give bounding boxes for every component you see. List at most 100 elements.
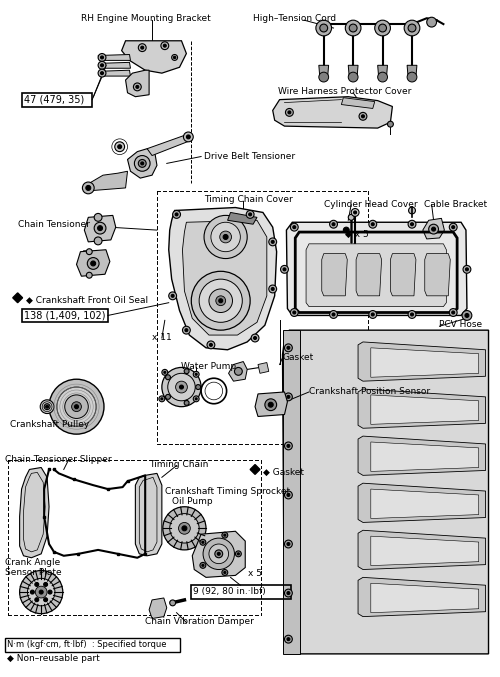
Polygon shape — [282, 330, 488, 654]
Circle shape — [100, 64, 103, 67]
Circle shape — [49, 379, 104, 434]
Circle shape — [330, 220, 338, 228]
Circle shape — [194, 396, 199, 401]
Circle shape — [372, 313, 374, 316]
Circle shape — [286, 108, 294, 116]
Circle shape — [288, 111, 291, 114]
Text: ◆ Gasket: ◆ Gasket — [263, 468, 304, 477]
Circle shape — [410, 313, 414, 316]
Polygon shape — [425, 254, 450, 296]
Circle shape — [268, 402, 273, 407]
Circle shape — [192, 271, 250, 330]
Circle shape — [452, 225, 454, 229]
Circle shape — [374, 20, 390, 36]
Text: Gasket: Gasket — [282, 353, 314, 362]
Circle shape — [171, 294, 174, 297]
Circle shape — [86, 248, 92, 255]
Circle shape — [222, 569, 228, 575]
Circle shape — [210, 343, 212, 347]
Circle shape — [20, 571, 63, 613]
Circle shape — [218, 552, 220, 555]
Circle shape — [40, 400, 54, 414]
Circle shape — [194, 372, 199, 377]
Circle shape — [28, 578, 55, 606]
Circle shape — [354, 211, 356, 214]
Polygon shape — [76, 250, 110, 276]
Polygon shape — [356, 254, 382, 296]
Circle shape — [162, 368, 201, 407]
Circle shape — [98, 53, 106, 62]
Circle shape — [100, 72, 103, 74]
Circle shape — [287, 638, 290, 640]
Circle shape — [466, 268, 468, 271]
Circle shape — [316, 20, 332, 36]
Circle shape — [39, 590, 43, 594]
Polygon shape — [255, 392, 288, 416]
Circle shape — [248, 213, 252, 216]
Text: N·m (kgf·cm, ft·lbf)  : Specified torque: N·m (kgf·cm, ft·lbf) : Specified torque — [7, 640, 166, 649]
Polygon shape — [371, 489, 478, 519]
Circle shape — [164, 44, 166, 47]
Circle shape — [271, 240, 274, 243]
Circle shape — [236, 551, 242, 556]
Circle shape — [166, 375, 170, 380]
Circle shape — [426, 17, 436, 27]
Circle shape — [94, 213, 102, 221]
Bar — [192, 585, 292, 599]
Circle shape — [388, 121, 394, 127]
Polygon shape — [258, 363, 269, 373]
Circle shape — [134, 156, 150, 171]
Circle shape — [349, 24, 357, 32]
Circle shape — [404, 20, 420, 36]
Circle shape — [408, 311, 416, 318]
Polygon shape — [358, 530, 486, 569]
Text: Crankshaft Pulley: Crankshaft Pulley — [10, 420, 89, 429]
Polygon shape — [272, 97, 392, 128]
Circle shape — [174, 56, 176, 59]
Polygon shape — [423, 218, 444, 239]
Circle shape — [369, 220, 376, 228]
Circle shape — [138, 44, 146, 51]
Circle shape — [72, 401, 82, 412]
Circle shape — [209, 544, 229, 564]
Text: x 5: x 5 — [248, 569, 262, 577]
Circle shape — [209, 289, 233, 313]
Circle shape — [269, 285, 276, 293]
Circle shape — [161, 398, 163, 400]
Circle shape — [293, 311, 296, 314]
Polygon shape — [358, 389, 486, 429]
Circle shape — [180, 385, 184, 389]
Circle shape — [74, 405, 78, 409]
Circle shape — [284, 491, 292, 499]
Circle shape — [407, 72, 417, 82]
Polygon shape — [322, 254, 347, 296]
Circle shape — [290, 223, 298, 231]
Circle shape — [88, 257, 99, 269]
Circle shape — [200, 540, 206, 545]
Circle shape — [175, 213, 178, 216]
Circle shape — [30, 590, 34, 594]
Circle shape — [168, 292, 176, 300]
Circle shape — [224, 571, 226, 573]
Polygon shape — [371, 348, 478, 377]
Circle shape — [35, 598, 38, 602]
Circle shape — [330, 311, 338, 318]
Bar — [22, 309, 108, 322]
Text: ◆ Crankshaft Front Oil Seal: ◆ Crankshaft Front Oil Seal — [26, 296, 148, 305]
Text: RH Engine Mounting Bracket: RH Engine Mounting Bracket — [82, 14, 211, 23]
Circle shape — [462, 311, 472, 320]
Polygon shape — [342, 97, 374, 108]
Circle shape — [320, 24, 328, 32]
Circle shape — [348, 215, 354, 220]
Circle shape — [410, 223, 414, 225]
Text: Cable Bracket: Cable Bracket — [424, 200, 487, 209]
Polygon shape — [358, 483, 486, 523]
Text: High–Tension Cord: High–Tension Cord — [253, 14, 336, 23]
Circle shape — [170, 600, 175, 606]
Circle shape — [44, 403, 50, 410]
Circle shape — [207, 341, 215, 349]
Circle shape — [293, 225, 296, 229]
Circle shape — [362, 115, 364, 118]
Circle shape — [98, 225, 102, 231]
Text: x 11: x 11 — [152, 333, 172, 342]
